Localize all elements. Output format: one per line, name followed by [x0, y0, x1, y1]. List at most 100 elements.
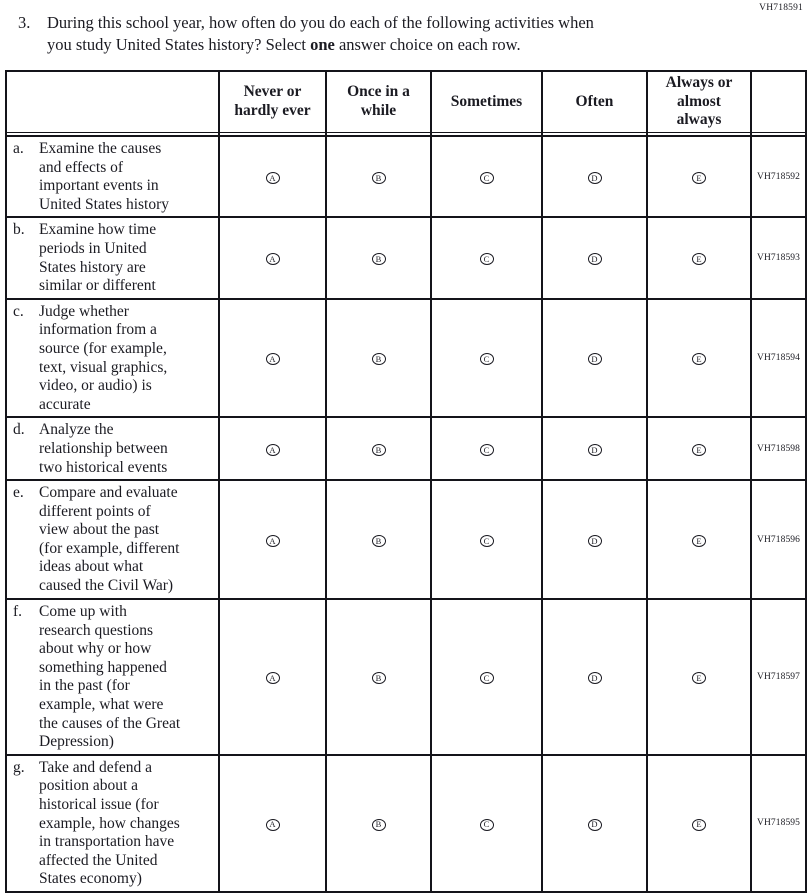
option-e-bubble[interactable]: E [692, 818, 706, 831]
header-row: Never or hardly ever Once in a while Som… [5, 71, 807, 133]
option-d-bubble[interactable]: D [587, 253, 602, 266]
option-cell: C [430, 297, 543, 418]
option-d-bubble[interactable]: D [587, 818, 602, 831]
option-e-bubble[interactable]: E [692, 443, 706, 456]
option-d-bubble[interactable]: D [587, 534, 602, 547]
option-b-bubble[interactable]: B [371, 171, 386, 184]
col-header-never-or-hardly-ever: Never or hardly ever [218, 71, 327, 133]
option-cell: E [646, 134, 752, 218]
option-b-bubble[interactable]: B [371, 443, 386, 456]
option-c-bubble[interactable]: C [479, 818, 494, 831]
option-b-bubble[interactable]: B [371, 353, 386, 366]
activity-stem: b. Examine how time periods in United St… [5, 216, 220, 299]
option-a-bubble[interactable]: A [265, 672, 280, 685]
option-cell: B [325, 416, 432, 481]
table-row-e: e. Compare and evaluate different points… [5, 479, 807, 600]
activity-stem: d. Analyze the relationship between two … [5, 416, 220, 481]
activity-stem: g. Take and defend a position about a hi… [5, 753, 220, 892]
row-letter: d. [13, 421, 25, 439]
row-text: Come up with research questions about wh… [39, 603, 181, 751]
option-cell: A [218, 216, 327, 299]
option-cell: B [325, 598, 432, 755]
option-e-bubble[interactable]: E [692, 672, 706, 685]
option-cell: B [325, 134, 432, 218]
option-cell: D [541, 297, 648, 418]
option-d-bubble[interactable]: D [587, 672, 602, 685]
item-code: VH718593 [750, 216, 807, 299]
item-code: VH718598 [750, 416, 807, 481]
option-cell: D [541, 598, 648, 755]
option-a-bubble[interactable]: A [265, 443, 280, 456]
option-a-bubble[interactable]: A [265, 818, 280, 831]
col-header-often: Often [541, 71, 648, 133]
item-code: VH718594 [750, 297, 807, 418]
option-cell: E [646, 479, 752, 600]
double-rule-spacer [5, 131, 807, 137]
col-header-always-or-almost-always: Always or almost always [646, 71, 752, 133]
row-text: Take and defend a position about a histo… [39, 758, 180, 888]
question-text-before: During this school year, how often do yo… [47, 13, 594, 54]
option-cell: C [430, 598, 543, 755]
option-b-bubble[interactable]: B [371, 672, 386, 685]
option-cell: A [218, 134, 327, 218]
option-cell: B [325, 216, 432, 299]
option-cell: B [325, 479, 432, 600]
option-e-bubble[interactable]: E [692, 534, 706, 547]
survey-matrix-table: Never or hardly ever Once in a while Som… [5, 70, 807, 893]
table-row-g: g. Take and defend a position about a hi… [5, 753, 807, 892]
option-a-bubble[interactable]: A [265, 253, 280, 266]
option-c-bubble[interactable]: C [479, 534, 494, 547]
col-header-code-blank [750, 71, 807, 133]
option-c-bubble[interactable]: C [479, 353, 494, 366]
option-d-bubble[interactable]: D [587, 443, 602, 456]
row-letter: b. [13, 221, 25, 239]
activity-stem: c. Judge whether information from a sour… [5, 297, 220, 418]
option-a-bubble[interactable]: A [265, 534, 280, 547]
option-c-bubble[interactable]: C [479, 253, 494, 266]
question-number: 3. [18, 13, 31, 32]
row-text: Analyze the relationship between two his… [39, 421, 168, 476]
item-code: VH718595 [750, 753, 807, 892]
table-row-b: b. Examine how time periods in United St… [5, 216, 807, 299]
option-cell: E [646, 598, 752, 755]
option-e-bubble[interactable]: E [692, 353, 706, 366]
option-b-bubble[interactable]: B [371, 253, 386, 266]
option-d-bubble[interactable]: D [587, 353, 602, 366]
option-cell: B [325, 753, 432, 892]
row-text: Examine the causes and effects of import… [39, 140, 170, 213]
option-e-bubble[interactable]: E [692, 171, 706, 184]
option-b-bubble[interactable]: B [371, 534, 386, 547]
item-code: VH718596 [750, 479, 807, 600]
option-cell: E [646, 297, 752, 418]
option-cell: B [325, 297, 432, 418]
option-cell: E [646, 216, 752, 299]
option-b-bubble[interactable]: B [371, 818, 386, 831]
option-a-bubble[interactable]: A [265, 353, 280, 366]
option-c-bubble[interactable]: C [479, 171, 494, 184]
option-c-bubble[interactable]: C [479, 672, 494, 685]
row-letter: g. [13, 758, 25, 776]
row-letter: f. [13, 603, 23, 621]
row-text: Compare and evaluate different points of… [39, 484, 180, 595]
item-code: VH718592 [750, 134, 807, 218]
option-cell: D [541, 753, 648, 892]
option-d-bubble[interactable]: D [587, 171, 602, 184]
option-e-bubble[interactable]: E [692, 253, 706, 266]
col-header-sometimes: Sometimes [430, 71, 543, 133]
option-cell: E [646, 416, 752, 481]
col-header-blank [5, 71, 220, 133]
row-letter: a. [13, 140, 24, 157]
option-a-bubble[interactable]: A [265, 171, 280, 184]
option-cell: D [541, 216, 648, 299]
option-cell: D [541, 479, 648, 600]
activity-stem: a. Examine the causes and effects of imp… [5, 134, 220, 218]
row-text: Judge whether information from a source … [39, 302, 168, 413]
row-letter: e. [13, 484, 24, 502]
option-c-bubble[interactable]: C [479, 443, 494, 456]
option-cell: C [430, 479, 543, 600]
question-block: 3. During this school year, how often do… [18, 12, 698, 55]
option-cell: A [218, 479, 327, 600]
activity-stem: f. Come up with research questions about… [5, 598, 220, 755]
page-accession-code: VH718591 [759, 3, 803, 13]
option-cell: C [430, 216, 543, 299]
